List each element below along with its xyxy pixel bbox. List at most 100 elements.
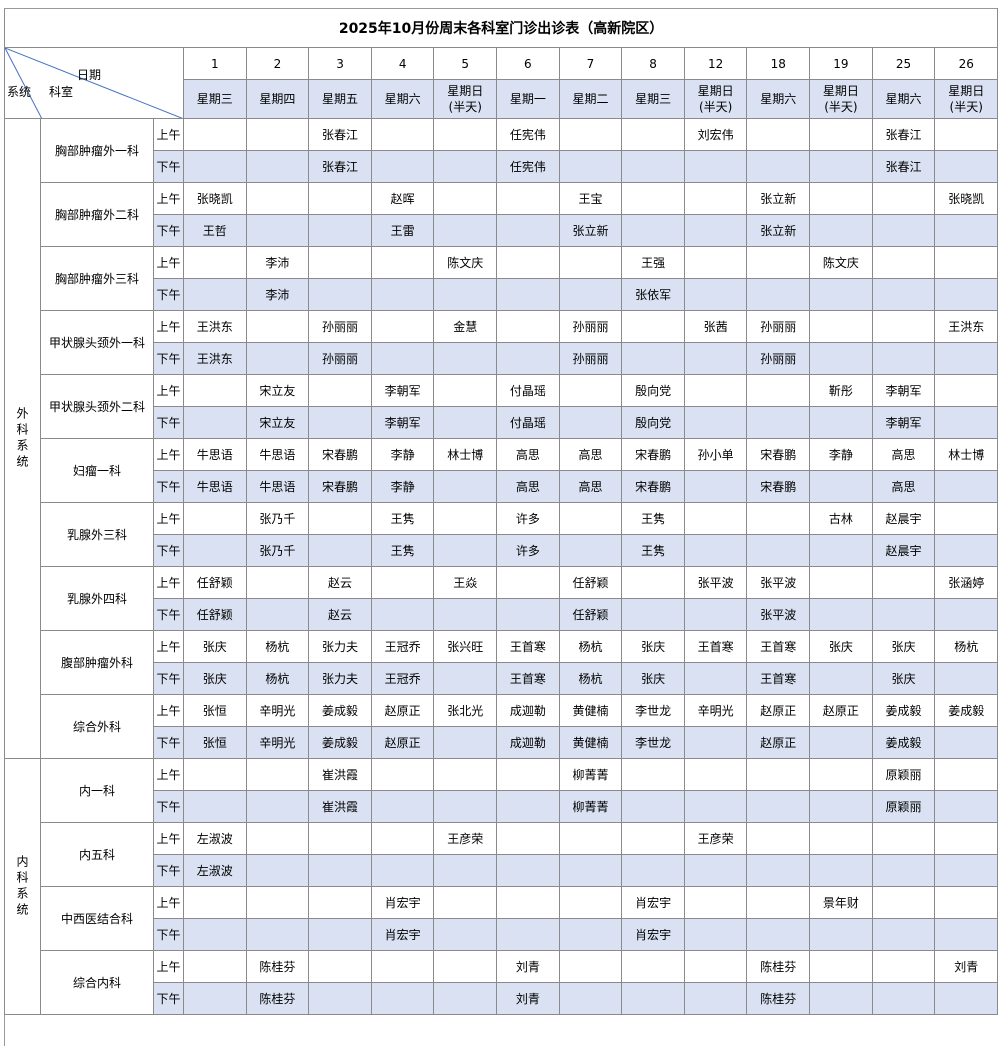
doctor-cell — [245, 598, 310, 631]
doctor-cell — [558, 886, 623, 919]
department-name: 内五科 — [40, 822, 154, 887]
doctor-cell — [558, 950, 623, 983]
doctor-cell — [683, 918, 748, 951]
doctor-cell — [621, 854, 685, 887]
doctor-cell — [934, 502, 999, 535]
doctor-cell — [496, 790, 560, 823]
weekday: 星期五 — [308, 79, 372, 119]
period-label: 上午 — [153, 118, 184, 151]
day-number: 4 — [370, 47, 435, 80]
doctor-cell — [871, 886, 936, 919]
doctor-cell: 陈文庆 — [433, 246, 498, 279]
day-number: 6 — [496, 47, 560, 80]
doctor-cell — [809, 918, 873, 951]
doctor-cell — [809, 214, 873, 247]
doctor-cell — [746, 246, 811, 279]
doctor-cell: 林士博 — [433, 438, 498, 471]
doctor-cell — [746, 918, 811, 951]
doctor-cell — [871, 598, 936, 631]
doctor-cell — [683, 886, 748, 919]
weekday: 星期四 — [245, 79, 310, 119]
doctor-cell — [558, 406, 623, 439]
doctor-cell: 王隽 — [370, 534, 435, 567]
doctor-cell: 张平波 — [746, 566, 811, 599]
period-label: 下午 — [153, 854, 184, 887]
doctor-cell — [245, 342, 310, 375]
doctor-cell: 张涵婷 — [934, 566, 999, 599]
doctor-cell — [683, 214, 748, 247]
table-row: 外科系统 胸部肿瘤外一科 上午 张春江 任宪伟 刘宏伟 张春江 — [4, 118, 999, 759]
doctor-cell — [370, 758, 435, 791]
doctor-cell: 李朝军 — [871, 374, 936, 407]
period-label: 下午 — [153, 598, 184, 631]
doctor-cell — [370, 790, 435, 823]
doctor-cell: 王隽 — [621, 502, 685, 535]
doctor-cell: 付晶瑶 — [496, 406, 560, 439]
table-row: 综合外科 上午 张恒 辛明光 姜成毅 赵原正 张北光 成迦勒 黄健楠 李世龙 辛明光 赵原正 赵原正 姜成… — [5, 694, 999, 759]
weekday: 星期日 (半天) — [809, 79, 873, 119]
doctor-cell: 林士博 — [934, 438, 999, 471]
doctor-cell — [558, 534, 623, 567]
table-row: 内五科 上午 左淑波 王彦荣 王彦荣 — [5, 822, 999, 887]
doctor-cell: 肖宏宇 — [621, 886, 685, 919]
doctor-cell: 王首寒 — [746, 630, 811, 663]
doctor-cell: 牛思语 — [245, 438, 310, 471]
doctor-cell — [683, 374, 748, 407]
doctor-cell: 柳菁菁 — [558, 790, 623, 823]
doctor-cell: 原颖丽 — [871, 790, 936, 823]
table-row: 综合内科 上午 陈桂芬 刘青 陈桂芬 刘青 — [5, 950, 999, 1015]
doctor-cell — [496, 918, 560, 951]
doctor-cell: 刘青 — [496, 982, 560, 1015]
doctor-cell — [621, 118, 685, 151]
doctor-cell: 牛思语 — [183, 470, 247, 503]
doctor-cell — [621, 214, 685, 247]
table-row: 腹部肿瘤外科 上午 张庆 杨杭 张力夫 王冠乔 张兴旺 王首寒 杨杭 张庆 王首寒 王首寒 张庆 张庆 杨杭 — [5, 630, 999, 695]
doctor-cell: 张春江 — [871, 118, 936, 151]
doctor-cell — [433, 918, 498, 951]
doctor-cell: 姜成毅 — [308, 726, 372, 759]
doctor-cell: 王隽 — [621, 534, 685, 567]
doctor-cell — [621, 150, 685, 183]
doctor-cell — [433, 150, 498, 183]
doctor-cell: 杨杭 — [558, 630, 623, 663]
doctor-cell — [496, 822, 560, 855]
doctor-cell: 宋春鹏 — [308, 470, 372, 503]
doctor-cell: 刘宏伟 — [683, 118, 748, 151]
doctor-cell: 宋春鹏 — [308, 438, 372, 471]
department-name: 综合外科 — [40, 694, 154, 759]
doctor-cell — [934, 470, 999, 503]
doctor-cell — [871, 182, 936, 215]
doctor-cell — [558, 374, 623, 407]
doctor-cell: 张北光 — [433, 694, 498, 727]
doctor-cell — [245, 214, 310, 247]
doctor-cell: 王洪东 — [183, 310, 247, 343]
table-row: 乳腺外三科 上午 张乃千 王隽 许多 王隽 古林 赵晨宇 — [5, 502, 999, 567]
table-row: 下午 左淑波 — [5, 854, 999, 887]
doctor-cell — [183, 374, 247, 407]
department-name: 乳腺外四科 — [40, 566, 154, 631]
table-row: 下午 崔洪霞 柳菁菁 原颖丽 — [5, 790, 999, 823]
doctor-cell: 黄健楠 — [558, 694, 623, 727]
doctor-cell: 王首寒 — [746, 662, 811, 695]
doctor-cell — [308, 950, 372, 983]
doctor-cell — [809, 310, 873, 343]
doctor-cell: 赵原正 — [746, 694, 811, 727]
table-row: 下午 任舒颖 赵云 任舒颖 张平波 — [5, 598, 999, 631]
doctor-cell — [370, 278, 435, 311]
doctor-cell — [245, 182, 310, 215]
doctor-cell: 宋立友 — [245, 374, 310, 407]
doctor-cell — [558, 918, 623, 951]
doctor-cell: 李朝军 — [370, 406, 435, 439]
doctor-cell — [245, 886, 310, 919]
doctor-cell: 高思 — [558, 470, 623, 503]
doctor-cell: 张庆 — [809, 630, 873, 663]
doctor-cell: 李静 — [370, 470, 435, 503]
doctor-cell — [746, 790, 811, 823]
doctor-cell — [683, 982, 748, 1015]
doctor-cell: 李沛 — [245, 246, 310, 279]
doctor-cell — [683, 406, 748, 439]
period-label: 上午 — [153, 822, 184, 855]
doctor-cell — [746, 406, 811, 439]
doctor-cell: 成迦勒 — [496, 694, 560, 727]
doctor-cell: 杨杭 — [245, 630, 310, 663]
